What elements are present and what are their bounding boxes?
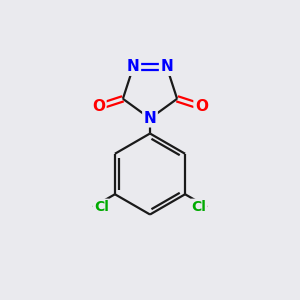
Text: N: N bbox=[127, 59, 140, 74]
Text: N: N bbox=[144, 111, 156, 126]
Text: Cl: Cl bbox=[94, 200, 109, 214]
Text: O: O bbox=[92, 99, 105, 114]
Text: Cl: Cl bbox=[191, 200, 206, 214]
Text: O: O bbox=[195, 99, 208, 114]
Text: N: N bbox=[160, 59, 173, 74]
